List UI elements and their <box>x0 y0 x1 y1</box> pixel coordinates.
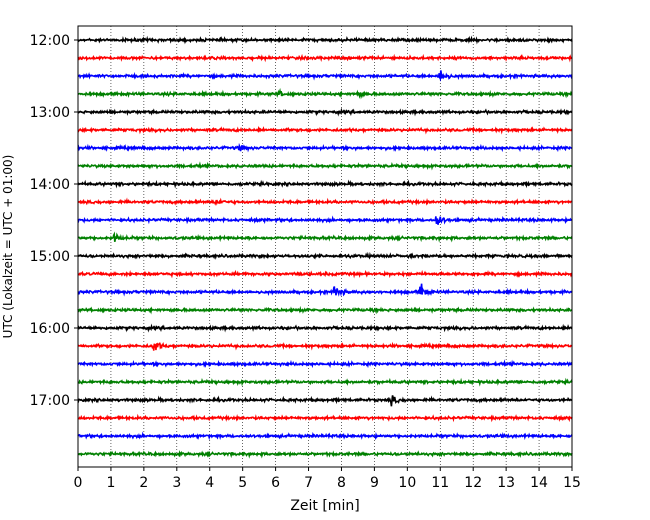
trace-row <box>77 215 573 225</box>
y-tick-label: 15:00 <box>30 249 70 265</box>
trace-row <box>77 377 573 387</box>
trace-row <box>77 142 573 153</box>
y-tick-label: 13:00 <box>30 105 70 121</box>
x-tick-label: 12 <box>464 475 482 491</box>
trace-row <box>77 231 573 243</box>
trace-row <box>77 125 573 135</box>
trace-row <box>77 341 573 351</box>
x-tick-label: 15 <box>563 475 581 491</box>
x-tick-label: 7 <box>304 475 313 491</box>
x-tick-label: 10 <box>398 475 416 491</box>
trace-row <box>77 87 573 100</box>
trace-row <box>77 53 573 63</box>
x-tick-label: 8 <box>337 475 346 491</box>
plot-area <box>78 26 572 467</box>
seismic-traces <box>77 35 573 459</box>
y-tick-label: 16:00 <box>30 321 70 337</box>
x-tick-label: 6 <box>271 475 280 491</box>
x-tick-label: 4 <box>205 475 214 491</box>
trace-row <box>77 269 573 279</box>
x-tick-label: 5 <box>238 475 247 491</box>
plot-frame <box>77 25 573 468</box>
trace-row <box>77 107 573 117</box>
y-tick-label: 14:00 <box>30 177 70 193</box>
x-tick-label: 13 <box>497 475 515 491</box>
trace-row <box>77 450 573 459</box>
y-axis-label: UTC (Lokalzeit = UTC + 01:00) <box>1 155 15 339</box>
y-tick-label: 17:00 <box>30 393 70 409</box>
x-tick-label: 0 <box>74 475 83 491</box>
x-tick-label: 11 <box>431 475 449 491</box>
trace-row <box>77 413 573 423</box>
x-tick-label: 14 <box>530 475 548 491</box>
y-tick-label: 12:00 <box>30 33 70 49</box>
trace-row <box>77 197 573 206</box>
trace-row <box>77 323 573 333</box>
trace-row <box>77 283 573 297</box>
trace-row <box>77 35 573 45</box>
trace-row <box>77 305 573 315</box>
x-axis-label: Zeit [min] <box>290 498 359 514</box>
x-axis: 0 1 2 3 4 5 6 7 8 9 10 11 12 13 14 15 <box>74 467 581 491</box>
x-tick-label: 9 <box>370 475 379 491</box>
trace-row <box>77 179 573 189</box>
y-axis: 12:00 13:00 14:00 15:00 16:00 17:00 <box>30 33 78 409</box>
trace-row <box>77 359 573 369</box>
trace-row <box>77 395 573 407</box>
x-tick-label: 1 <box>106 475 115 491</box>
x-tick-label: 3 <box>172 475 181 491</box>
trace-row <box>77 70 573 82</box>
trace-row <box>77 251 573 261</box>
x-tick-label: 2 <box>139 475 148 491</box>
trace-row <box>77 431 573 441</box>
trace-row <box>77 161 573 171</box>
